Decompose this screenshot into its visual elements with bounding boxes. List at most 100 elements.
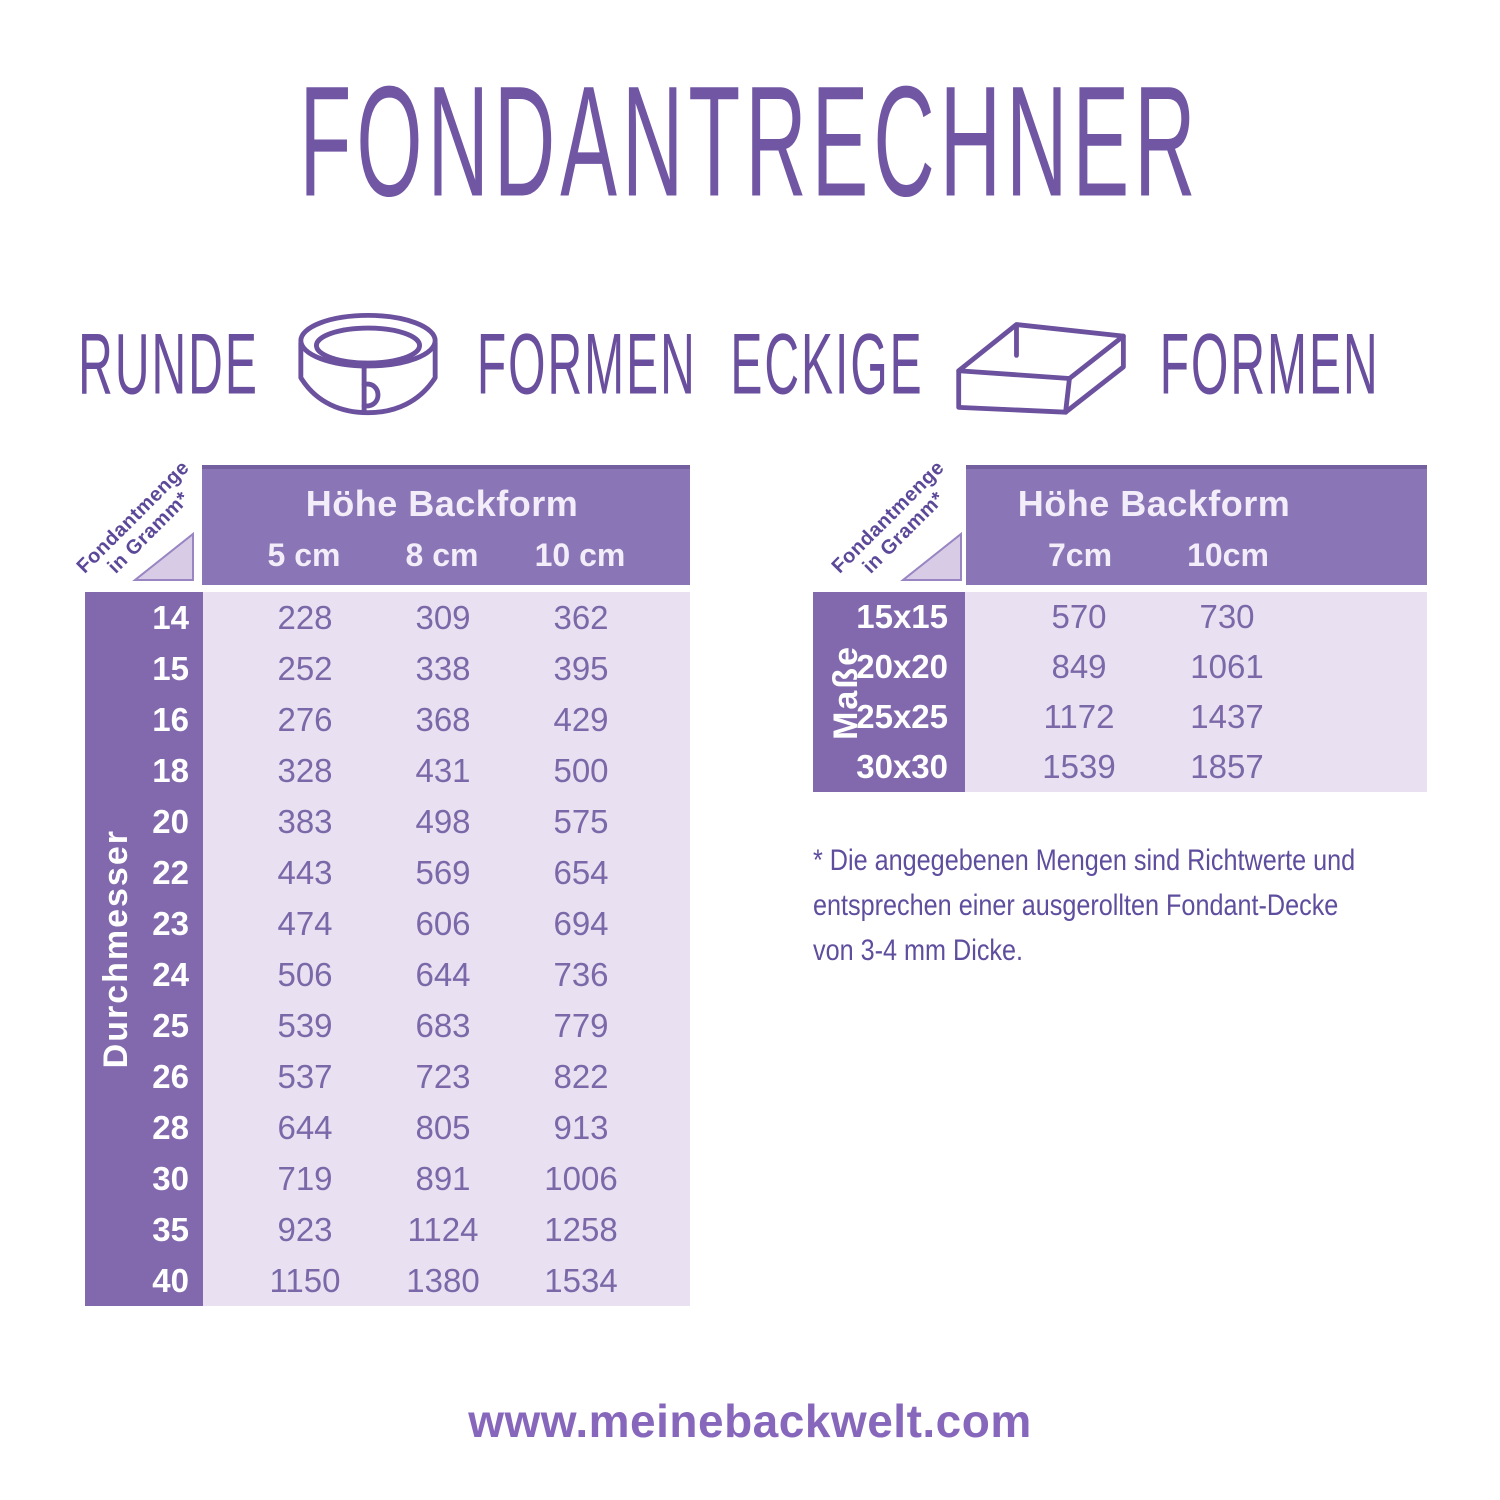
round-row-label: 22 bbox=[85, 847, 203, 898]
round-row-cells: 537 723 822 bbox=[203, 1051, 650, 1102]
square-column-header-0: 7cm bbox=[1047, 537, 1113, 573]
square-table-row-20x20: 20x20 849 1061 bbox=[813, 642, 1427, 692]
round-row-label: 16 bbox=[85, 694, 203, 745]
round-column-header-0: 5 cm bbox=[267, 537, 341, 573]
square-value-cell: 849 bbox=[1051, 648, 1107, 685]
round-value-cell: 368 bbox=[415, 700, 471, 738]
round-value-cell: 683 bbox=[415, 1006, 471, 1044]
square-table-body: 15x15 570 730 20x20 849 1061 25x25 1172 1437 30x3… bbox=[813, 592, 1427, 792]
round-value-cell: 506 bbox=[277, 955, 333, 993]
round-value-cell: 719 bbox=[277, 1159, 333, 1197]
square-row-label: 20x20 bbox=[813, 642, 965, 692]
round-row-cells: 252 338 395 bbox=[203, 643, 650, 694]
round-value-cell: 539 bbox=[277, 1006, 333, 1044]
round-value-cell: 805 bbox=[415, 1108, 471, 1146]
round-table-body: 14 228 309 362 15 252 338 395 16 276 368 429 18 328 43… bbox=[85, 592, 690, 1306]
round-value-cell: 723 bbox=[415, 1057, 471, 1095]
round-value-cell: 736 bbox=[553, 955, 609, 993]
round-table-row-18: 18 328 431 500 bbox=[85, 745, 690, 796]
round-value-cell: 891 bbox=[415, 1159, 471, 1197]
square-value-cell: 1857 bbox=[1190, 748, 1264, 785]
footnote-line: von 3-4 mm Dicke. bbox=[813, 934, 1024, 967]
square-column-header-1: 10cm bbox=[1187, 537, 1269, 573]
footnote-line: entsprechen einer ausgerollten Fondant-D… bbox=[813, 889, 1339, 922]
round-value-cell: 1258 bbox=[544, 1210, 618, 1248]
round-row-label: 14 bbox=[85, 592, 203, 643]
round-row-cells: 923 1124 1258 bbox=[203, 1204, 650, 1255]
round-value-cell: 228 bbox=[277, 598, 333, 636]
round-row-label: 23 bbox=[85, 898, 203, 949]
round-row-label: 26 bbox=[85, 1051, 203, 1102]
round-value-cell: 474 bbox=[277, 904, 333, 942]
round-table-corner-cell: Fondantmenge in Gramm* bbox=[73, 457, 197, 585]
round-table-row-16: 16 276 368 429 bbox=[85, 694, 690, 745]
round-forms-table: Fondantmenge in Gramm* Höhe Backform 5 c… bbox=[73, 457, 690, 1310]
footnote: * Die angegebenen Mengen sind Richtwerte… bbox=[813, 838, 1401, 973]
square-table-header: Höhe Backform 7cm 10cm bbox=[966, 465, 1427, 585]
square-value-cell: 1061 bbox=[1190, 648, 1264, 685]
round-row-cells: 719 891 1006 bbox=[203, 1153, 650, 1204]
square-row-cells: 1539 1857 bbox=[965, 742, 1301, 792]
round-value-cell: 913 bbox=[553, 1108, 609, 1146]
round-row-cells: 276 368 429 bbox=[203, 694, 650, 745]
round-column-header-1: 8 cm bbox=[405, 537, 479, 573]
round-value-cell: 443 bbox=[277, 853, 333, 891]
round-value-cell: 575 bbox=[553, 802, 609, 840]
round-table-row-25: 25 539 683 779 bbox=[85, 1000, 690, 1051]
square-table-column-headers: 7cm 10cm bbox=[966, 525, 1427, 574]
heading-round-forms: Runde Formen bbox=[78, 300, 695, 430]
square-forms-table: Fondantmenge in Gramm* Höhe Backform 7cm… bbox=[813, 457, 1427, 792]
round-row-label: 30 bbox=[85, 1153, 203, 1204]
square-table-corner-cell: Fondantmenge in Gramm* bbox=[813, 457, 965, 585]
square-row-cells: 570 730 bbox=[965, 592, 1301, 642]
square-value-cell: 1172 bbox=[1043, 698, 1115, 735]
round-value-cell: 362 bbox=[553, 598, 609, 636]
heading-square-word-right: Formen bbox=[1159, 317, 1380, 413]
round-table-row-14: 14 228 309 362 bbox=[85, 592, 690, 643]
round-value-cell: 383 bbox=[277, 802, 333, 840]
heading-square-word-left: Eckige bbox=[730, 317, 924, 413]
round-value-cell: 822 bbox=[553, 1057, 609, 1095]
round-value-cell: 429 bbox=[553, 700, 609, 738]
round-value-cell: 1150 bbox=[269, 1261, 341, 1299]
round-table-row-23: 23 474 606 694 bbox=[85, 898, 690, 949]
round-value-cell: 500 bbox=[553, 751, 609, 789]
round-springform-pan-icon bbox=[298, 312, 438, 415]
round-value-cell: 309 bbox=[415, 598, 471, 636]
round-row-cells: 328 431 500 bbox=[203, 745, 650, 796]
square-row-cells: 849 1061 bbox=[965, 642, 1301, 692]
round-value-cell: 569 bbox=[415, 853, 471, 891]
round-value-cell: 644 bbox=[277, 1108, 333, 1146]
round-value-cell: 431 bbox=[415, 751, 471, 789]
round-table-row-22: 22 443 569 654 bbox=[85, 847, 690, 898]
round-table-row-20: 20 383 498 575 bbox=[85, 796, 690, 847]
round-row-cells: 506 644 736 bbox=[203, 949, 650, 1000]
square-value-cell: 730 bbox=[1199, 598, 1255, 635]
round-row-label: 40 bbox=[85, 1255, 203, 1306]
round-row-cells: 1150 1380 1534 bbox=[203, 1255, 650, 1306]
square-table-header-title: Höhe Backform bbox=[1017, 483, 1291, 524]
round-row-cells: 539 683 779 bbox=[203, 1000, 650, 1051]
round-table-row-30: 30 719 891 1006 bbox=[85, 1153, 690, 1204]
round-row-label: 28 bbox=[85, 1102, 203, 1153]
square-row-cells: 1172 1437 bbox=[965, 692, 1301, 742]
round-value-cell: 537 bbox=[277, 1057, 333, 1095]
round-value-cell: 694 bbox=[553, 904, 609, 942]
round-row-label: 25 bbox=[85, 1000, 203, 1051]
round-value-cell: 252 bbox=[277, 649, 333, 687]
round-row-cells: 443 569 654 bbox=[203, 847, 650, 898]
round-table-row-26: 26 537 723 822 bbox=[85, 1051, 690, 1102]
round-row-cells: 228 309 362 bbox=[203, 592, 650, 643]
corner-triangle bbox=[132, 531, 194, 581]
square-baking-frame-icon bbox=[955, 322, 1126, 415]
round-row-label: 20 bbox=[85, 796, 203, 847]
square-table-row-25x25: 25x25 1172 1437 bbox=[813, 692, 1427, 742]
round-column-header-2: 10 cm bbox=[534, 537, 626, 573]
round-row-label: 15 bbox=[85, 643, 203, 694]
round-table-row-35: 35 923 1124 1258 bbox=[85, 1204, 690, 1255]
round-table-column-headers: 5 cm 8 cm 10 cm bbox=[202, 525, 690, 574]
round-row-cells: 383 498 575 bbox=[203, 796, 650, 847]
round-value-cell: 395 bbox=[553, 649, 609, 687]
heading-round-word-left: Runde bbox=[78, 317, 259, 413]
